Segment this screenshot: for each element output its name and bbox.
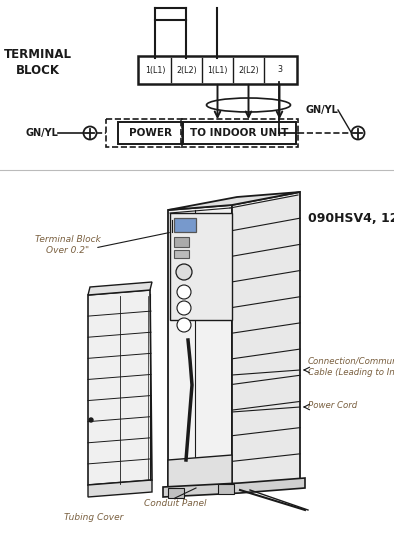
Text: 2(L2): 2(L2) — [176, 65, 197, 75]
Circle shape — [177, 318, 191, 332]
Text: 2(L2): 2(L2) — [238, 65, 259, 75]
Text: Power Cord: Power Cord — [308, 400, 357, 410]
Text: TO INDOOR UNIT: TO INDOOR UNIT — [190, 128, 289, 138]
Bar — [174, 250, 189, 258]
Bar — [174, 237, 189, 247]
Text: 3: 3 — [277, 65, 282, 75]
Polygon shape — [163, 478, 305, 497]
Text: 1(L1): 1(L1) — [207, 65, 228, 75]
Polygon shape — [168, 205, 232, 490]
Circle shape — [176, 264, 192, 280]
Bar — [183, 122, 296, 144]
Polygon shape — [232, 192, 300, 487]
Bar — [218, 484, 234, 494]
Polygon shape — [88, 480, 152, 497]
Circle shape — [84, 126, 97, 139]
Bar — [181, 119, 298, 147]
Text: Terminal Block
Over 0.2": Terminal Block Over 0.2" — [35, 235, 101, 255]
Text: 1(L1): 1(L1) — [145, 65, 166, 75]
Circle shape — [177, 285, 191, 299]
Bar — [168, 488, 184, 498]
Polygon shape — [88, 290, 152, 485]
Bar — [138, 56, 297, 84]
Polygon shape — [168, 192, 300, 210]
Polygon shape — [168, 455, 232, 490]
Circle shape — [89, 418, 93, 422]
Bar — [174, 218, 196, 232]
Text: POWER: POWER — [129, 128, 172, 138]
Text: Conduit Panel: Conduit Panel — [144, 498, 206, 508]
Polygon shape — [88, 282, 152, 295]
Text: Tubing Cover: Tubing Cover — [64, 513, 124, 523]
Circle shape — [177, 301, 191, 315]
Bar — [106, 119, 182, 147]
Text: Connection/Communication
Cable (Leading to Indoor Unit): Connection/Communication Cable (Leading … — [308, 357, 394, 377]
Bar — [170, 213, 232, 320]
Text: GN/YL: GN/YL — [26, 128, 58, 138]
Circle shape — [351, 126, 364, 139]
Text: TERMINAL
BLOCK: TERMINAL BLOCK — [4, 48, 72, 77]
Text: 090HSV4, 120HSV4: 090HSV4, 120HSV4 — [308, 212, 394, 225]
Text: GN/YL: GN/YL — [306, 105, 338, 115]
Bar — [118, 122, 183, 144]
